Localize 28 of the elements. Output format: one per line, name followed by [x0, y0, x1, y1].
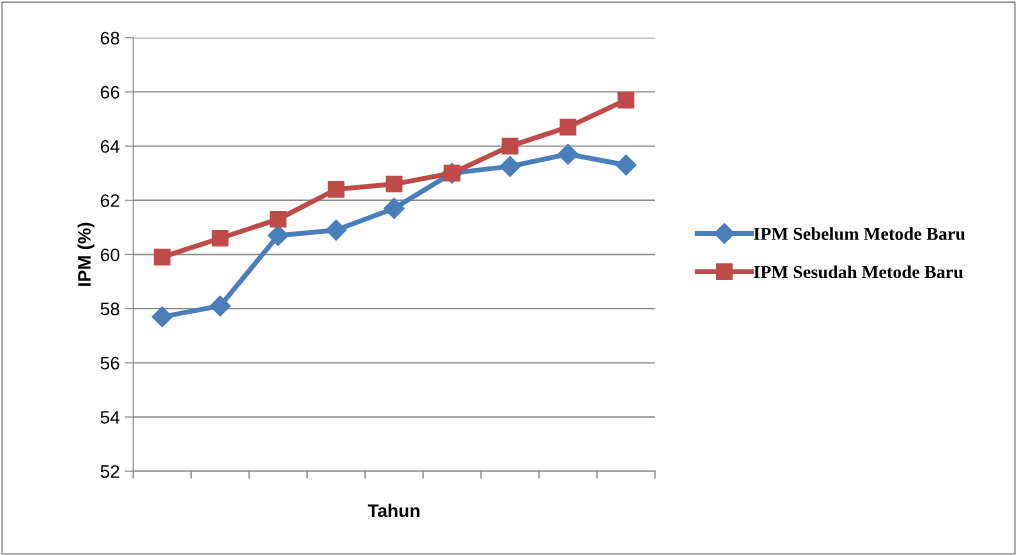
point — [559, 118, 577, 136]
point — [557, 143, 579, 165]
point — [209, 295, 231, 317]
y-tick-label: 52 — [100, 465, 120, 478]
point — [153, 248, 171, 266]
point — [615, 154, 637, 176]
x-axis-title: Tahun — [367, 503, 420, 518]
point — [385, 175, 403, 193]
y-tick-label: 64 — [100, 140, 120, 153]
legend-label: IPM Sebelum Metode Baru — [753, 227, 965, 241]
point — [327, 181, 345, 198]
y-tick-label: 56 — [100, 356, 120, 370]
point — [325, 219, 347, 241]
point — [269, 210, 287, 228]
point — [617, 91, 635, 109]
point — [383, 197, 405, 219]
y-tick-label: 58 — [100, 302, 120, 316]
point — [151, 306, 173, 328]
y-tick-label: 68 — [100, 31, 120, 45]
y-tick-label: 54 — [100, 411, 120, 424]
point — [211, 229, 229, 247]
y-axis-title: IPM (%) — [77, 222, 95, 286]
y-tick-label: 62 — [100, 194, 120, 208]
point — [501, 137, 519, 155]
y-tick-label: 60 — [100, 248, 120, 262]
point — [499, 155, 521, 177]
legend-label: IPM Sesudah Metode Baru — [753, 265, 963, 279]
y-tick-label: 66 — [100, 85, 120, 99]
